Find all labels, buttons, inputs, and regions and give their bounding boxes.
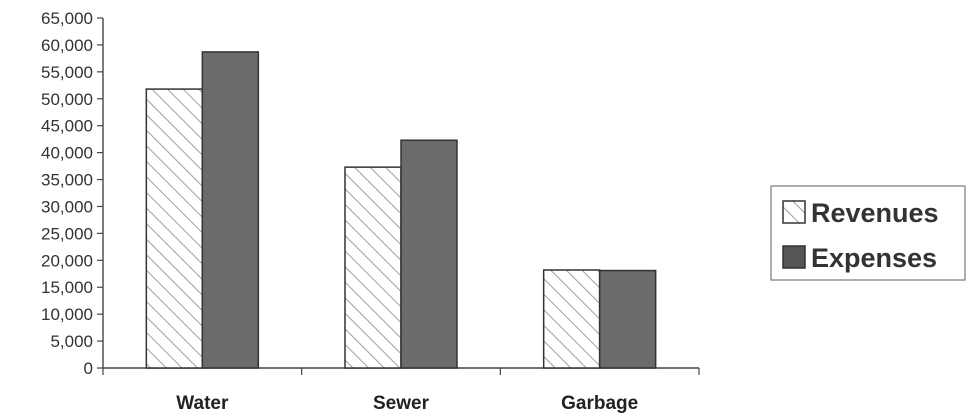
bars	[145, 51, 657, 369]
y-tick-label: 30,000	[41, 197, 93, 216]
y-tick-label: 55,000	[41, 63, 93, 82]
x-category-label: Garbage	[561, 393, 638, 414]
y-tick-label: 20,000	[41, 251, 93, 270]
x-category-label: Sewer	[373, 393, 430, 414]
y-tick-label: 15,000	[41, 278, 93, 297]
bar-expenses-sewer	[400, 139, 458, 369]
legend: Revenues Expenses	[770, 185, 966, 281]
y-tick-label: 65,000	[41, 9, 93, 28]
legend-label-revenues: Revenues	[811, 198, 939, 228]
y-tick-label: 35,000	[41, 171, 93, 190]
bar-expenses-garbage	[598, 269, 657, 369]
y-tick-label: 5,000	[50, 332, 93, 351]
bar-revenues-water	[145, 88, 204, 369]
y-tick-label: 10,000	[41, 305, 93, 324]
y-tick-label: 50,000	[41, 90, 93, 109]
bar-revenues-sewer	[344, 166, 402, 369]
y-tick-label: 40,000	[41, 144, 93, 163]
bar-expenses-water	[201, 51, 260, 369]
bar-revenues-garbage	[542, 269, 601, 369]
y-tick-label: 45,000	[41, 117, 93, 136]
y-tick-label: 60,000	[41, 36, 93, 55]
legend-swatch-revenues	[782, 200, 806, 224]
y-axis: 0 5,000 10,000 15,000 20,000 25,000 30,000 35,0…	[41, 9, 104, 378]
y-tick-label: 0	[84, 359, 93, 378]
legend-label-expenses: Expenses	[811, 243, 937, 273]
y-tick-label: 25,000	[41, 224, 93, 243]
legend-swatch-expenses	[782, 245, 806, 269]
x-category-label: Water	[176, 393, 229, 414]
x-axis: Water Sewer Garbage	[102, 367, 700, 414]
